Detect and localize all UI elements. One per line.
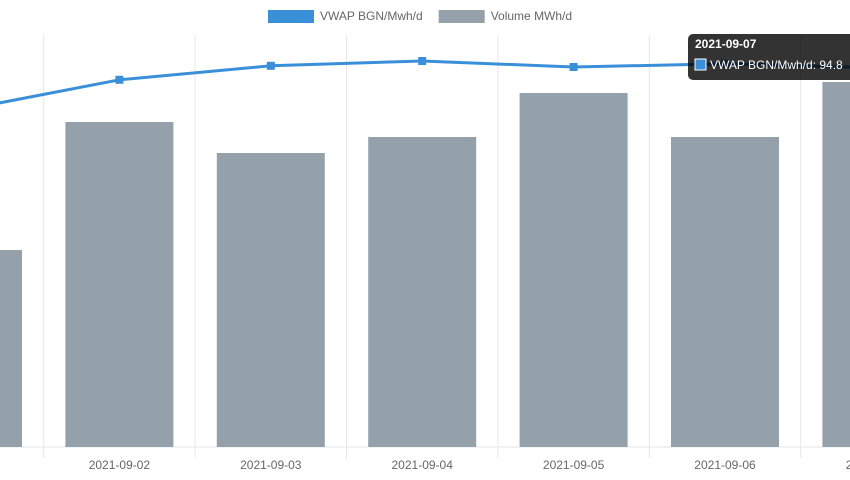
legend-label: Volume MWh/d	[491, 9, 572, 23]
legend-swatch	[438, 10, 485, 23]
x-tick-label: 2021-09-06	[694, 458, 756, 472]
x-tick-label: 2021-09-02	[89, 458, 151, 472]
bar	[0, 250, 22, 447]
x-tick-label: 2021-09-04	[392, 458, 454, 472]
bar	[822, 82, 850, 447]
bar	[368, 137, 477, 447]
bar	[519, 93, 628, 447]
x-tick-label: 2021-09-05	[543, 458, 605, 472]
x-tick-label: 2021-09-03	[240, 458, 302, 472]
point	[418, 57, 427, 65]
bar	[671, 137, 779, 447]
tooltip-box	[688, 34, 850, 80]
legend-swatch	[268, 10, 314, 23]
tooltip-swatch	[694, 58, 707, 71]
point	[569, 63, 578, 71]
bar	[65, 122, 174, 447]
tooltip: 2021-09-07 VWAP BGN/Mwh/d: 94.8	[688, 34, 850, 80]
bar	[216, 153, 325, 447]
tooltip-label: VWAP BGN/Mwh/d: 94.8	[710, 58, 843, 72]
legend-label: VWAP BGN/Mwh/d	[320, 9, 423, 23]
tooltip-title: 2021-09-07	[695, 37, 757, 51]
point	[115, 75, 124, 84]
x-tick-label: 2021-09-07	[846, 458, 850, 472]
point	[266, 61, 275, 70]
